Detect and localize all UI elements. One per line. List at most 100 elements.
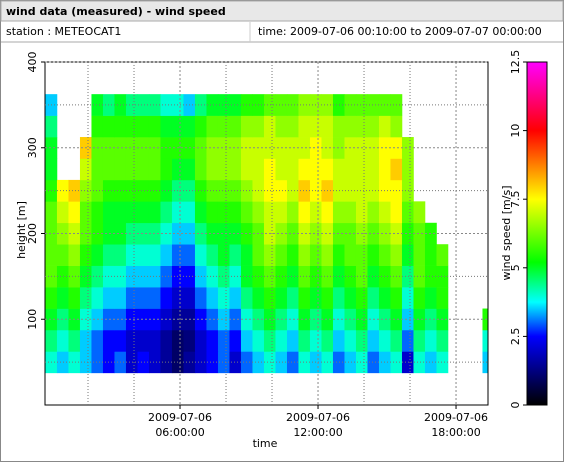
- cell: [137, 287, 150, 309]
- cell: [413, 265, 426, 288]
- cell: [137, 265, 150, 288]
- cell: [286, 222, 299, 245]
- cell: [148, 351, 161, 374]
- cell: [68, 287, 81, 309]
- cell: [367, 201, 380, 224]
- cell: [240, 115, 253, 138]
- cell: [148, 115, 161, 138]
- cell: [355, 244, 368, 266]
- x-tick-label: 2009-07-06 18:00:00: [424, 411, 488, 439]
- cell: [344, 287, 357, 309]
- cell: [206, 201, 219, 224]
- cell: [45, 244, 58, 266]
- cell: [114, 158, 127, 181]
- cell: [229, 94, 242, 116]
- cell: [137, 244, 150, 266]
- cell: [355, 287, 368, 309]
- cell: [148, 265, 161, 288]
- cell: [286, 351, 299, 374]
- cell: [286, 201, 299, 224]
- cell: [321, 201, 334, 224]
- cell: [217, 201, 230, 224]
- cell: [367, 329, 380, 352]
- cell: [367, 179, 380, 202]
- cell: [217, 137, 230, 159]
- cell: [183, 329, 196, 352]
- cell: [309, 158, 322, 181]
- cell: [298, 351, 311, 374]
- cell: [229, 222, 242, 245]
- cell: [45, 158, 58, 181]
- cell: [160, 94, 173, 116]
- colorbar-tick-label: 0: [509, 402, 522, 409]
- cell: [102, 115, 115, 138]
- cell: [424, 265, 437, 288]
- cell: [183, 115, 196, 138]
- cell: [148, 179, 161, 202]
- cell: [240, 329, 253, 352]
- cell: [217, 265, 230, 288]
- colorbar: [526, 61, 548, 406]
- cell: [321, 329, 334, 352]
- cell: [206, 244, 219, 266]
- cell: [125, 222, 138, 245]
- cell: [194, 115, 207, 138]
- cell: [298, 201, 311, 224]
- cell: [45, 329, 58, 352]
- cell: [355, 158, 368, 181]
- x-tick-label: 2009-07-06 12:00:00: [286, 411, 350, 439]
- cell: [114, 287, 127, 309]
- cell: [332, 351, 345, 374]
- cell: [229, 179, 242, 202]
- cell: [79, 329, 92, 352]
- cell: [160, 351, 173, 374]
- cell: [68, 201, 81, 224]
- cell: [114, 137, 127, 159]
- cell: [56, 287, 69, 309]
- colorbar-tick-label: 2.5: [509, 328, 522, 346]
- cell: [114, 244, 127, 266]
- cell: [183, 244, 196, 266]
- cell: [206, 329, 219, 352]
- cell: [413, 308, 426, 331]
- cell: [252, 115, 265, 138]
- cell: [183, 158, 196, 181]
- cell: [125, 137, 138, 159]
- cell: [102, 201, 115, 224]
- cell: [275, 158, 288, 181]
- cell: [217, 308, 230, 331]
- cell: [355, 94, 368, 116]
- cell: [206, 158, 219, 181]
- cell: [263, 179, 276, 202]
- cell: [45, 201, 58, 224]
- cell: [206, 179, 219, 202]
- cell: [378, 308, 391, 331]
- cell: [114, 201, 127, 224]
- cell: [390, 201, 403, 224]
- cell: [355, 201, 368, 224]
- cell: [56, 179, 69, 202]
- cell: [378, 201, 391, 224]
- cell: [367, 94, 380, 116]
- cell: [309, 115, 322, 138]
- cell: [332, 201, 345, 224]
- cell: [309, 137, 322, 159]
- cell: [355, 179, 368, 202]
- cell: [206, 137, 219, 159]
- y-tick-label: 400: [26, 52, 39, 73]
- cell: [194, 94, 207, 116]
- cell: [125, 201, 138, 224]
- cell: [275, 179, 288, 202]
- cell: [401, 308, 414, 331]
- cell: [56, 244, 69, 266]
- cell: [217, 244, 230, 266]
- cell: [298, 115, 311, 138]
- cell: [332, 287, 345, 309]
- cell: [344, 265, 357, 288]
- cell: [160, 201, 173, 224]
- cell: [401, 265, 414, 288]
- cell: [229, 308, 242, 331]
- cell: [413, 329, 426, 352]
- cell: [194, 329, 207, 352]
